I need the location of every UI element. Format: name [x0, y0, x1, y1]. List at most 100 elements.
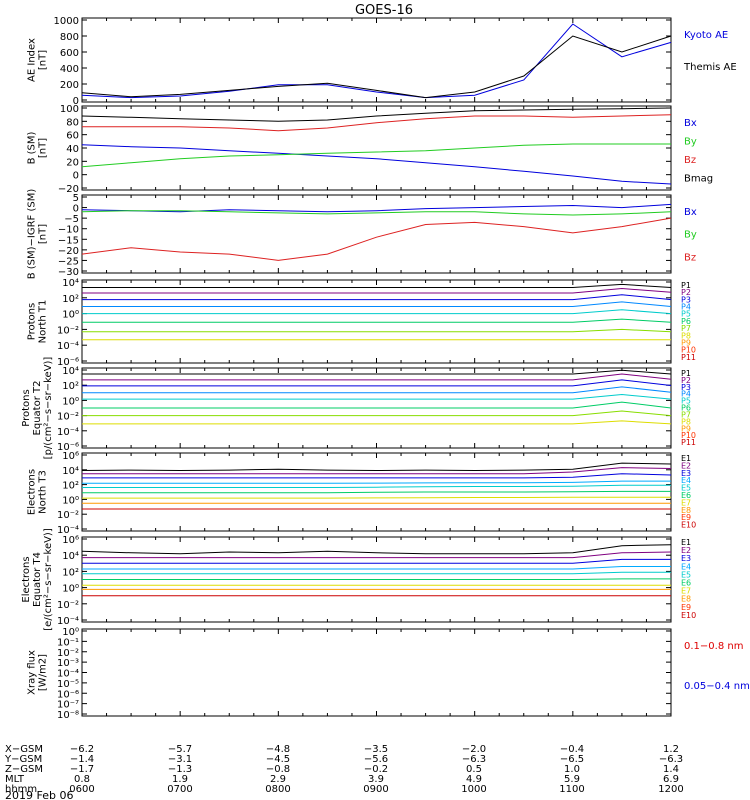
legend-entry: E5 [681, 570, 691, 579]
orbit-value: 1100 [559, 784, 584, 795]
orbit-value: 0800 [265, 784, 290, 795]
legend-entry: Bz [684, 252, 696, 263]
orbit-value: −2.0 [462, 744, 486, 755]
series-line-e3 [82, 558, 671, 564]
orbit-value: 0700 [167, 784, 192, 795]
series-line-bz [82, 114, 672, 132]
y-tick-label: 40 [66, 144, 79, 155]
legend-entry: P8 [681, 417, 691, 426]
orbit-value: 0.5 [466, 764, 482, 775]
y-tick-label: −20 [58, 184, 79, 195]
y-axis-label: Electrons [21, 556, 32, 602]
legend-entry: P11 [681, 353, 696, 362]
orbit-row-label: Z−GSM [5, 764, 43, 775]
y-axis-label: Electrons [27, 469, 38, 515]
legend-entry: P9 [681, 424, 691, 433]
y-axis-label: [nT] [38, 138, 49, 158]
legend-entry: E10 [681, 611, 696, 620]
orbit-value: 3.9 [368, 774, 384, 785]
series-line-e1 [81, 462, 672, 472]
legend-entry: By [684, 230, 697, 241]
legend-entry: P2 [681, 376, 691, 385]
orbit-row-label: MLT [5, 774, 25, 785]
y-tick-label: 10⁻³ [57, 658, 79, 669]
orbit-value: 1000 [461, 784, 486, 795]
legend-entry: P11 [681, 438, 696, 447]
legend-entry: E1 [681, 454, 691, 463]
series-line-p2 [82, 373, 672, 381]
series-line-e4 [82, 480, 671, 484]
y-tick-label: 10⁻⁶ [57, 689, 79, 700]
y-axis-label: North T3 [38, 470, 49, 514]
legend-entry: P1 [681, 281, 691, 290]
legend-entry: E8 [681, 506, 691, 515]
y-tick-label: 5 [73, 193, 79, 204]
series-line-e5 [82, 571, 671, 575]
y-axis-label: [p/(cm²−s−sr−keV)] [43, 357, 54, 460]
y-axis-label: Protons [27, 303, 38, 340]
y-tick-label: 1000 [54, 16, 79, 27]
y-tick-label: −10 [58, 225, 79, 236]
y-tick-label: 10⁴ [62, 366, 79, 377]
y-tick-label: 10⁻⁴ [57, 341, 79, 352]
series-line-e1 [81, 544, 672, 555]
legend-entry: E9 [681, 603, 691, 612]
legend-entry: Bz [684, 155, 696, 166]
y-tick-label: 10⁻⁴ [57, 427, 79, 438]
y-tick-label: 10⁴ [62, 466, 79, 477]
legend-entry: E3 [681, 554, 691, 563]
orbit-value: 1.9 [172, 774, 188, 785]
y-tick-label: 10² [62, 381, 79, 392]
orbit-value: 0.8 [74, 774, 90, 785]
y-axis-label: North T1 [38, 300, 49, 344]
orbit-value: −1.3 [168, 764, 192, 775]
legend-entry: 0.1−0.8 nm [684, 641, 743, 652]
legend-entry: P2 [681, 288, 691, 297]
orbit-value: 1200 [658, 784, 683, 795]
orbit-value: −0.4 [560, 744, 584, 755]
legend-entry: Bmag [684, 174, 713, 185]
legend-entry: P5 [681, 397, 691, 406]
y-tick-label: 10⁻⁸ [57, 710, 79, 721]
panel-3: 50−5−10−15−20−25−30 B (SM)−IGRF (SM) [nT] B… [27, 189, 697, 280]
y-tick-label: −25 [58, 256, 79, 267]
panel-4: 10⁴ 10² 10⁰ 10⁻² 10⁻⁴ 10⁻⁶ Protons North T1 P1P2… [27, 278, 697, 368]
legend-entry: E1 [681, 538, 691, 547]
orbit-row-label: hhmm [5, 784, 37, 795]
orbit-value: 1.4 [663, 764, 679, 775]
series-line-p8 [82, 420, 672, 425]
legend-entry: Bx [684, 207, 697, 218]
series-line-bz [81, 217, 672, 261]
y-tick-label: 60 [66, 131, 79, 142]
y-tick-label: 10⁰ [62, 310, 79, 321]
orbit-value: −4.5 [266, 754, 290, 765]
orbit-value: −3.1 [168, 754, 192, 765]
y-tick-label: 10⁻⁴ [57, 669, 79, 680]
series-line-e4 [82, 566, 671, 570]
y-tick-label: 10⁻⁴ [57, 525, 79, 536]
legend-entry: E7 [681, 498, 691, 507]
orbit-row-label: X−GSM [5, 744, 43, 755]
legend-entry: P10 [681, 431, 696, 440]
series-line-p2 [82, 287, 672, 294]
y-axis-label: [nT] [38, 50, 49, 70]
y-axis-label: [e/(cm²−s−sr−keV)] [43, 528, 54, 631]
orbit-value: −4.8 [266, 744, 290, 755]
orbit-value: 1.0 [564, 764, 580, 775]
plot-title: GOES-16 [355, 3, 413, 18]
orbit-value: −5.6 [364, 754, 388, 765]
series-line-p4 [82, 386, 672, 394]
series-line-e2 [82, 551, 672, 559]
y-tick-label: 200 [60, 80, 79, 91]
y-axis-label: [W/m2] [38, 654, 49, 691]
y-tick-label: −30 [58, 267, 79, 278]
orbit-value: 5.9 [564, 774, 580, 785]
y-tick-label: 10⁴ [62, 278, 79, 289]
legend-entry: P3 [681, 383, 691, 392]
series-line-e6 [82, 490, 671, 494]
legend-entry: E4 [681, 562, 691, 571]
legend-entry: E9 [681, 513, 691, 522]
series-line-e3 [82, 473, 672, 479]
y-tick-label: 10⁶ [62, 535, 79, 546]
